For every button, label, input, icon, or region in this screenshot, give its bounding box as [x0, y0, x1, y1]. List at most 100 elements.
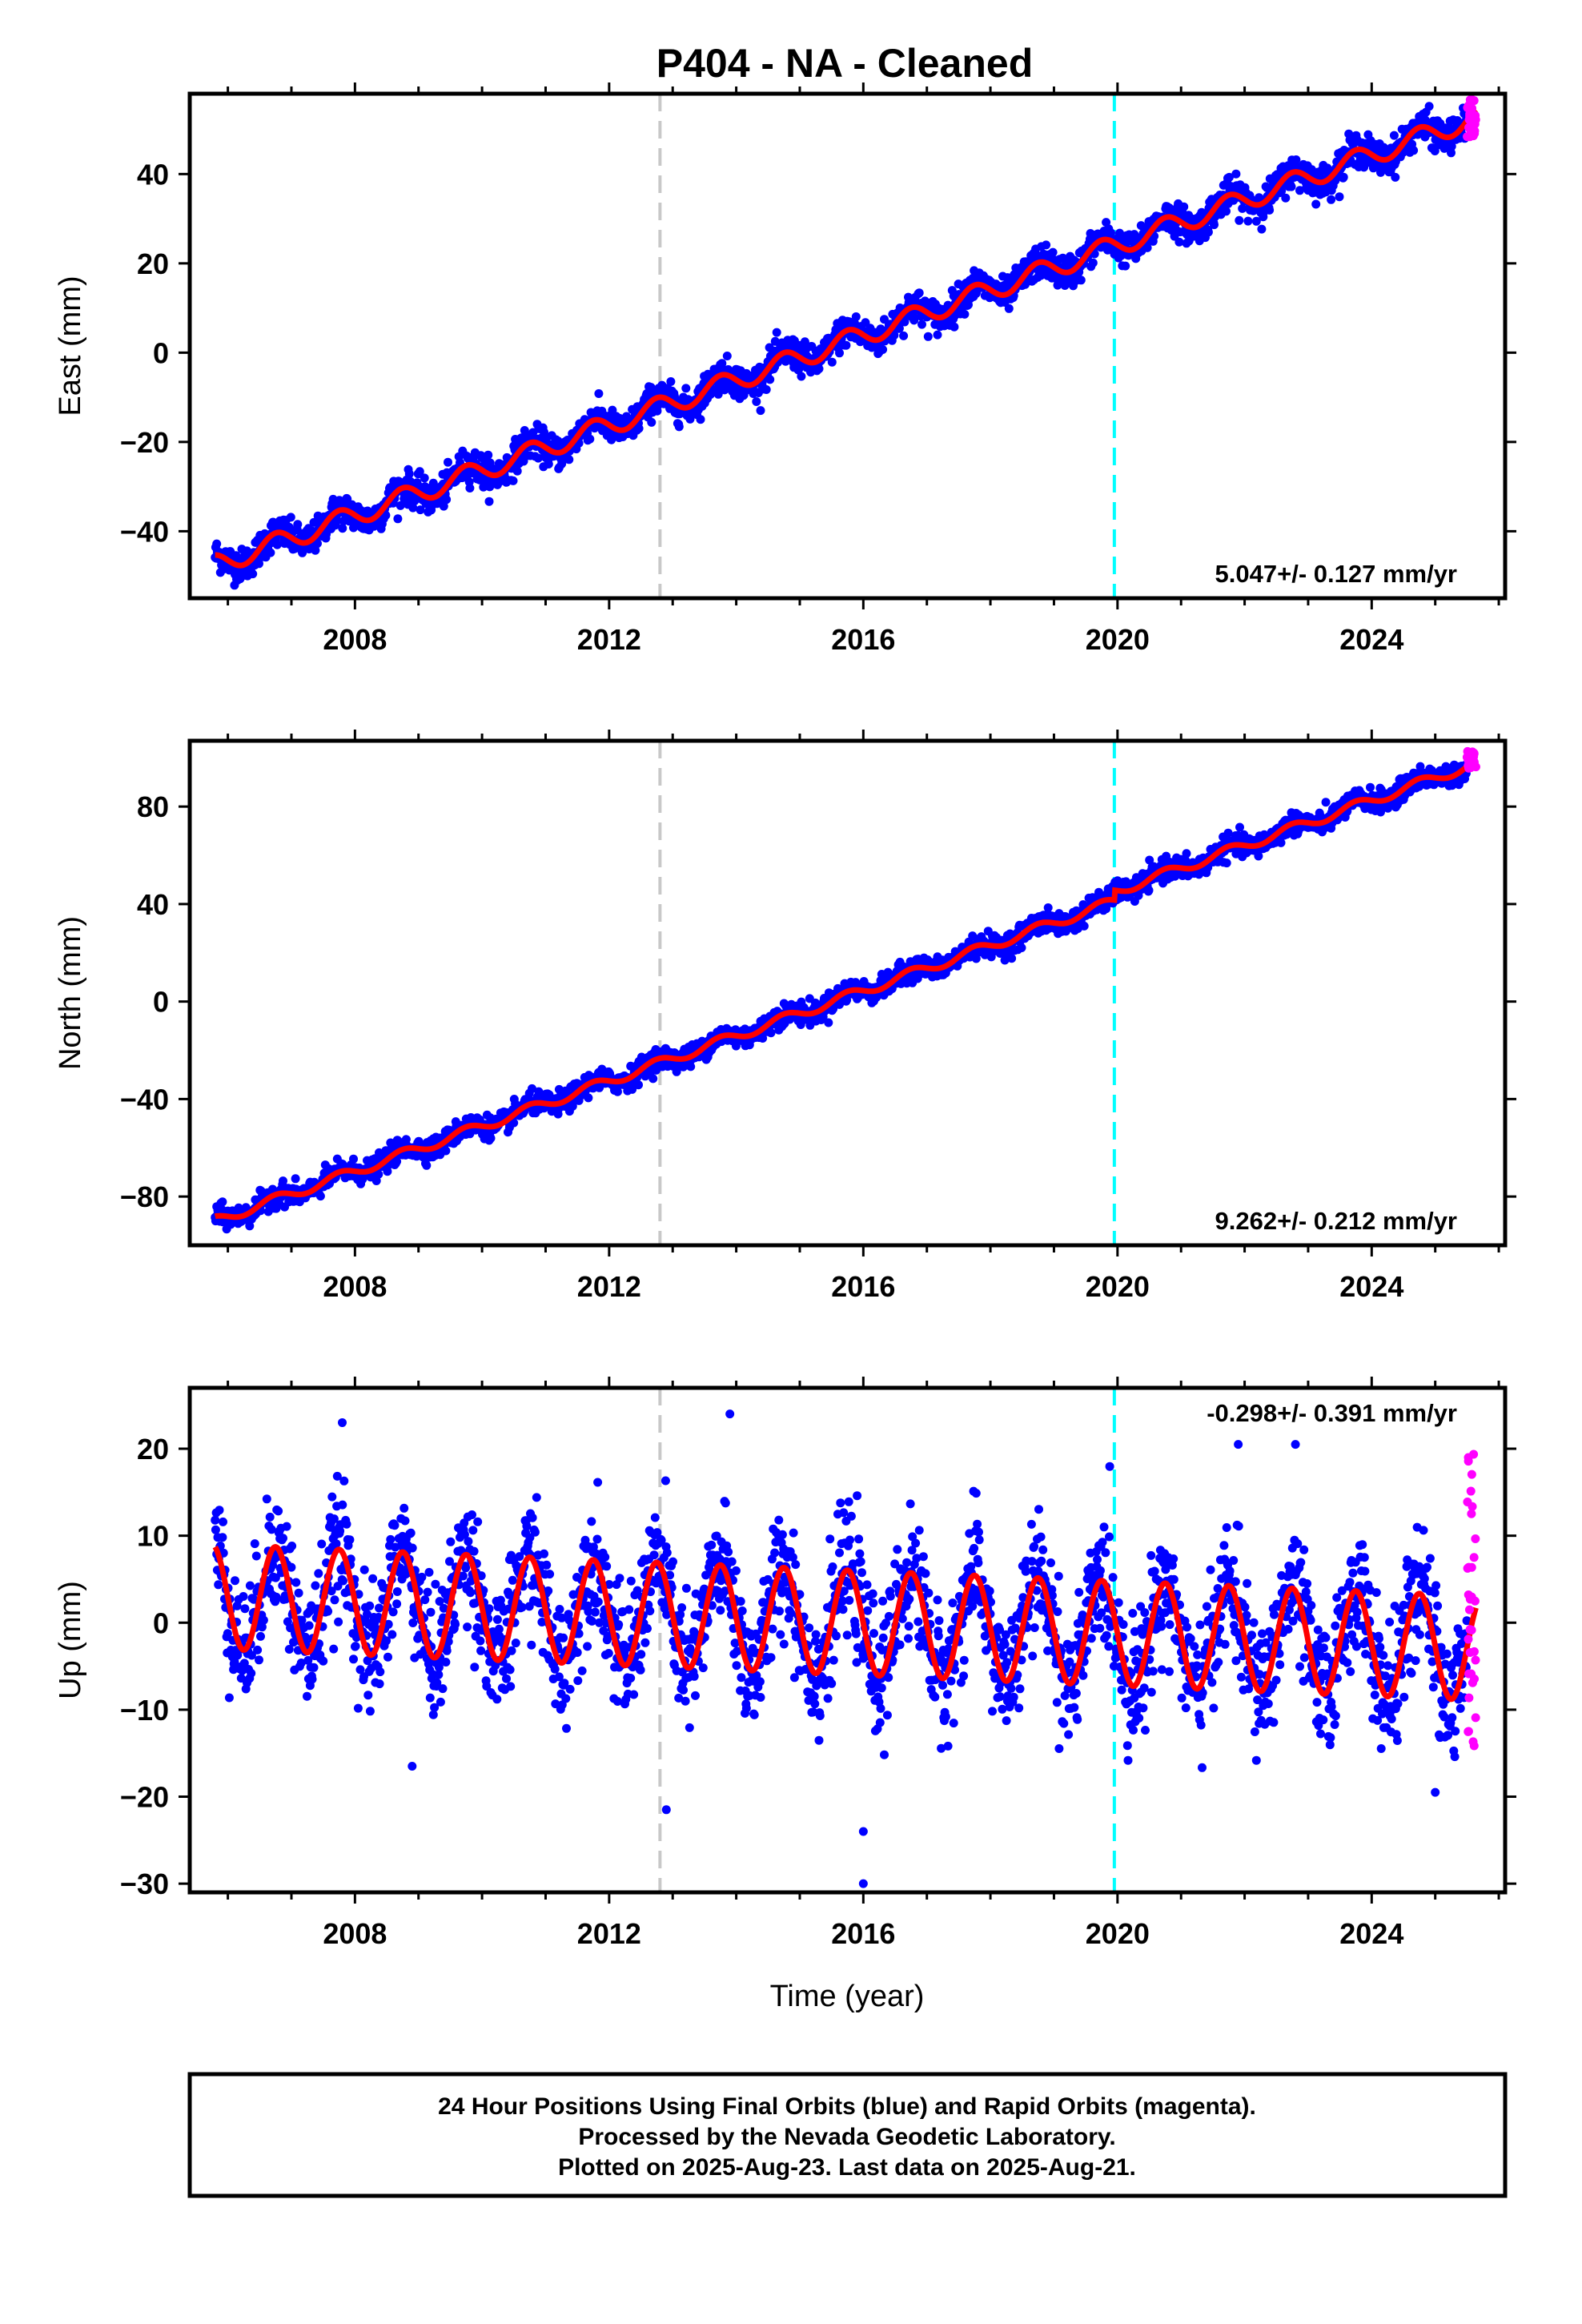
data-point	[1042, 240, 1051, 250]
data-point	[512, 466, 522, 476]
data-point	[533, 453, 543, 463]
y-tick-label: 40	[137, 888, 169, 921]
data-point	[313, 539, 322, 549]
data-point	[484, 497, 494, 506]
data-point	[396, 501, 405, 510]
data-point	[1007, 954, 1017, 963]
data-point	[722, 352, 732, 360]
data-point	[797, 372, 806, 381]
rate-label: 5.047+/- 0.127 mm/yr	[1215, 560, 1457, 588]
data-point	[900, 317, 909, 327]
data-point	[1021, 279, 1030, 289]
data-point	[1339, 172, 1348, 182]
plot-area	[211, 94, 1480, 598]
data-point	[717, 359, 727, 368]
rapid-orbits-series	[1463, 94, 1480, 142]
data-point	[286, 513, 295, 522]
rapid-orbits-series	[1462, 746, 1480, 773]
data-point	[761, 385, 771, 394]
data-point	[1251, 216, 1261, 226]
data-point	[1366, 782, 1375, 792]
data-point	[766, 1028, 776, 1038]
data-point	[1060, 281, 1070, 290]
model-fit-line	[215, 107, 1479, 569]
data-point	[1043, 903, 1053, 912]
data-point	[465, 484, 475, 493]
data-point	[1281, 193, 1291, 203]
data-point	[1088, 258, 1098, 267]
data-point	[756, 406, 765, 416]
data-point	[674, 422, 684, 432]
x-tick-label: 2020	[1086, 623, 1150, 656]
data-point	[814, 364, 824, 373]
data-point	[349, 1154, 358, 1164]
data-point	[1017, 943, 1026, 952]
data-point	[315, 1192, 325, 1201]
y-tick-label: 0	[153, 986, 169, 1019]
data-point	[612, 1087, 622, 1096]
data-point	[1235, 215, 1244, 225]
y-tick-label: 0	[153, 336, 169, 369]
plot-area	[211, 741, 1480, 1245]
data-point	[1144, 886, 1154, 895]
data-point	[1079, 921, 1089, 931]
data-point	[1447, 148, 1456, 158]
data-point	[634, 1080, 643, 1090]
data-point	[568, 1101, 577, 1111]
data-point	[1243, 216, 1253, 226]
data-point	[338, 524, 347, 533]
y-tick-label: −40	[120, 1083, 169, 1116]
data-point	[758, 1034, 768, 1043]
data-point	[1235, 822, 1244, 832]
data-point	[1291, 155, 1301, 164]
data-point	[1335, 192, 1344, 202]
data-point	[1391, 172, 1400, 182]
chart-title: P404 - NA - Cleaned	[656, 41, 1034, 86]
data-point	[212, 539, 222, 549]
rapid-point	[1463, 751, 1472, 761]
data-point	[1327, 195, 1336, 204]
data-point	[765, 375, 775, 384]
data-point	[381, 511, 391, 520]
data-point	[416, 505, 425, 515]
data-point	[1238, 203, 1247, 213]
y-axis-label: East (mm)	[54, 275, 87, 416]
data-point	[914, 288, 924, 298]
data-point	[1048, 247, 1058, 257]
data-point	[824, 1018, 833, 1027]
data-point	[585, 434, 595, 444]
data-point	[298, 548, 307, 557]
data-point	[1179, 202, 1189, 211]
data-point	[841, 340, 851, 350]
data-point	[878, 345, 888, 354]
data-point	[1222, 858, 1231, 868]
data-point	[528, 1084, 536, 1093]
data-point	[311, 545, 320, 555]
y-tick-label: 40	[137, 158, 169, 191]
data-point	[291, 1174, 300, 1184]
rapid-point	[1468, 96, 1477, 106]
data-point	[648, 1074, 658, 1084]
data-point	[1076, 275, 1086, 285]
rapid-point	[1468, 103, 1477, 113]
data-point	[1174, 237, 1184, 247]
x-tick-label: 2012	[577, 623, 641, 656]
data-point	[509, 1118, 519, 1128]
data-point	[800, 337, 809, 347]
data-point	[1409, 146, 1419, 155]
data-point	[444, 457, 452, 467]
data-point	[584, 1093, 593, 1103]
data-point	[950, 322, 959, 332]
data-point	[827, 357, 837, 367]
data-point	[420, 473, 429, 483]
data-point	[1182, 849, 1191, 858]
x-tick-label: 2008	[323, 623, 387, 656]
data-point	[245, 1221, 255, 1231]
data-point	[772, 328, 781, 337]
data-point	[1265, 205, 1275, 215]
data-point	[835, 348, 844, 358]
data-point	[508, 476, 518, 485]
data-point	[1311, 199, 1321, 209]
rapid-point	[1468, 115, 1477, 125]
rapid-point	[1468, 131, 1478, 141]
